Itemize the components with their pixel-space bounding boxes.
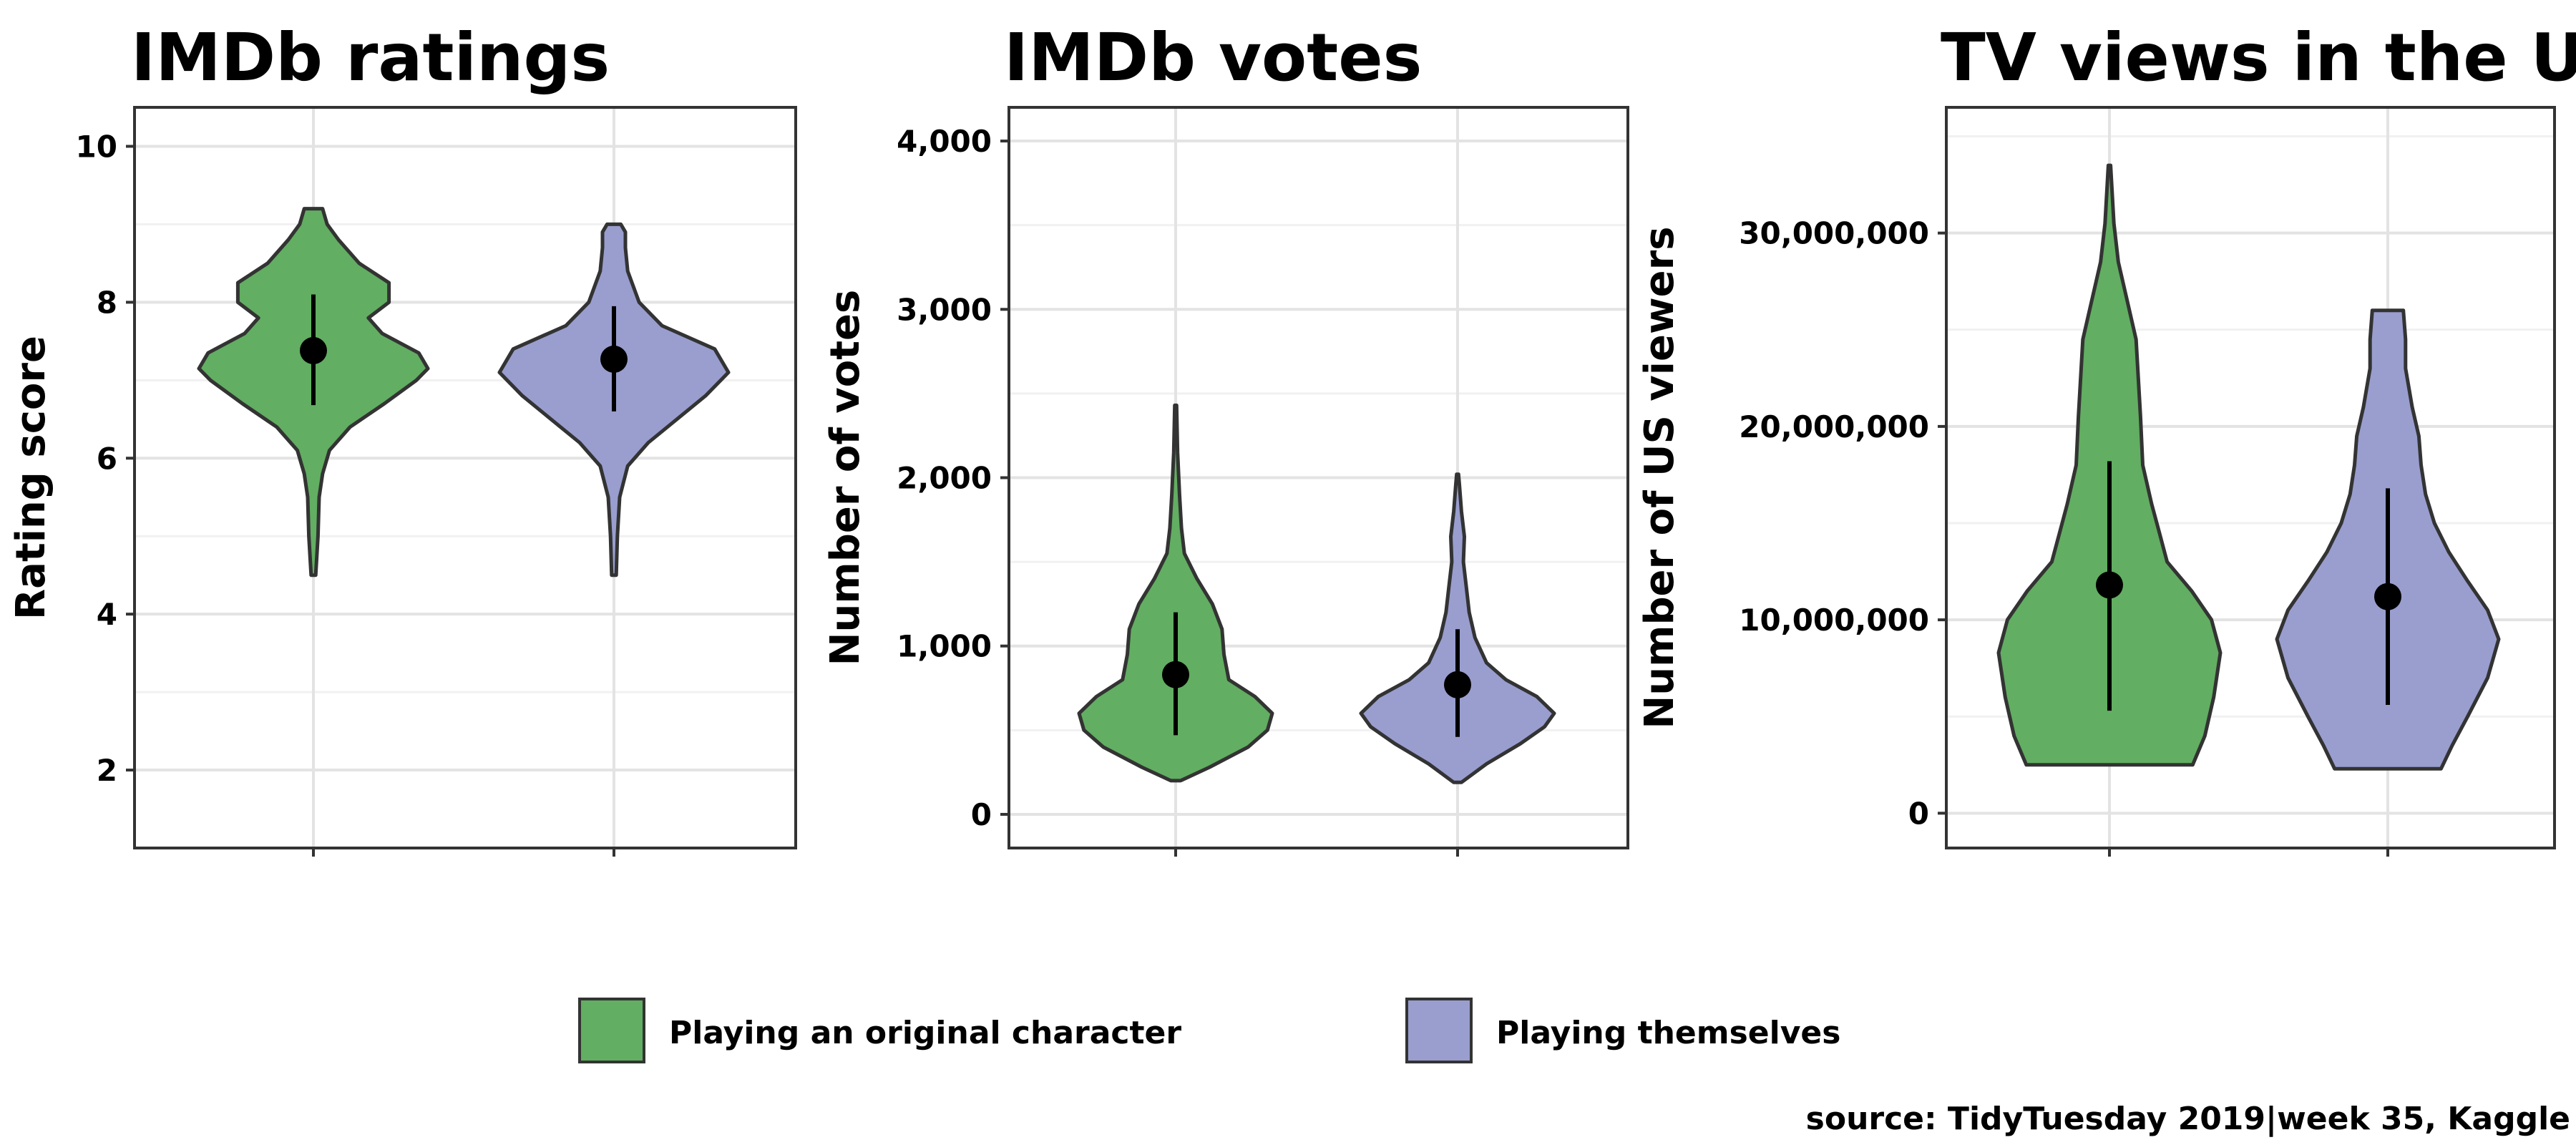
y-axis-label: Rating score <box>8 336 54 620</box>
legend: Playing an original character Playing th… <box>578 998 1840 1063</box>
mean-point <box>300 336 327 364</box>
legend-swatch-themselves <box>1405 998 1473 1063</box>
y-tick-label: 0 <box>1908 796 1929 831</box>
mean-point <box>2374 583 2401 610</box>
panel-title: IMDb ratings <box>131 19 610 96</box>
source-caption: source: TidyTuesday 2019|week 35, Kaggle <box>1806 1101 2570 1137</box>
mean-point <box>1162 661 1189 688</box>
mean-point <box>600 345 628 373</box>
panel-1: 2 4 6 8 10 IMDb ratings Rating score <box>8 19 797 857</box>
y-tick-label: 4 <box>97 597 117 632</box>
violin-themselves <box>1359 472 1556 784</box>
panel-2: 0 1,000 2,000 3,000 4,000 IMDb votes Number of… <box>822 19 1629 857</box>
y-tick-label: 2,000 <box>897 461 992 496</box>
panel-3: 0 10,000,000 20,000,000 30,000,000 TV views … <box>1636 19 2576 857</box>
mean-point <box>1444 671 1471 698</box>
panel-title: IMDb votes <box>1004 19 1422 96</box>
y-tick-label: 0 <box>971 797 992 832</box>
panel-border <box>1945 106 2556 849</box>
y-tick-label: 1,000 <box>897 629 992 664</box>
legend-swatch-original <box>578 998 645 1063</box>
y-tick-label: 2 <box>97 753 117 788</box>
y-tick-label: 4,000 <box>897 124 992 159</box>
y-tick-label: 3,000 <box>897 292 992 327</box>
panel-title: TV views in the US <box>1941 19 2576 96</box>
y-tick-label: 8 <box>97 285 117 320</box>
y-tick-label: 20,000,000 <box>1739 409 1929 444</box>
panel-border <box>133 106 797 849</box>
y-tick-label: 10 <box>76 129 117 164</box>
legend-label-themselves: Playing themselves <box>1496 1015 1840 1051</box>
violin-original <box>1077 403 1274 783</box>
mean-point <box>2096 571 2123 599</box>
y-axis-label: Number of US viewers <box>1636 226 1683 729</box>
legend-label-original: Playing an original character <box>669 1015 1181 1051</box>
y-tick-label: 6 <box>97 441 117 476</box>
y-axis-label: Number of votes <box>822 290 869 666</box>
y-tick-label: 30,000,000 <box>1739 216 1929 251</box>
y-tick-label: 10,000,000 <box>1739 603 1929 638</box>
